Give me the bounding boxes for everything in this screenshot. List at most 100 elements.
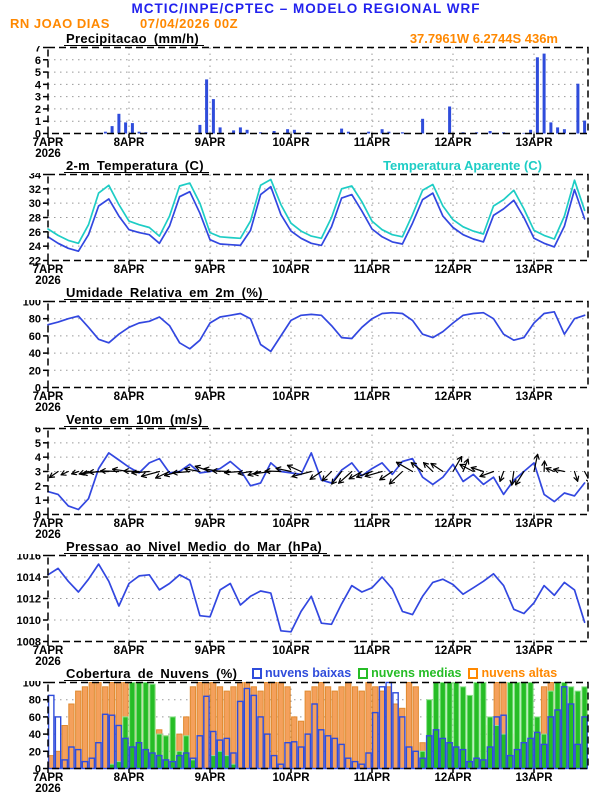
chart-temperature-title-row: 2-m Temperatura (C) Temperatura Aparente…	[0, 158, 612, 173]
svg-text:60: 60	[29, 712, 41, 724]
svg-text:10APR: 10APR	[272, 264, 310, 276]
svg-text:2026: 2026	[35, 529, 61, 539]
cloud-legend: nuvens baixas nuvens medias nuvens altas	[252, 666, 557, 680]
svg-text:12APR: 12APR	[434, 391, 472, 403]
svg-text:1: 1	[35, 116, 41, 128]
svg-text:11APR: 11APR	[354, 264, 391, 276]
svg-text:10APR: 10APR	[272, 645, 310, 657]
svg-text:12APR: 12APR	[434, 772, 472, 784]
svg-text:32: 32	[29, 184, 41, 196]
svg-text:13APR: 13APR	[515, 772, 553, 784]
svg-text:2026: 2026	[35, 402, 61, 412]
svg-text:1010: 1010	[17, 615, 41, 627]
svg-text:2026: 2026	[35, 275, 61, 285]
svg-text:9APR: 9APR	[195, 772, 226, 784]
svg-text:100: 100	[23, 681, 41, 690]
svg-text:10APR: 10APR	[272, 137, 310, 149]
svg-text:9APR: 9APR	[195, 391, 226, 403]
svg-text:9APR: 9APR	[195, 137, 226, 149]
chart-pressure: Pressao ao Nivel Medio do Mar (hPa) 1008…	[0, 539, 612, 666]
chart-humidity-title-row: Umidade Relativa em 2m (%)	[0, 285, 612, 300]
run-datetime: 07/04/2026 00Z	[140, 16, 238, 31]
legend-label-medias: nuvens medias	[371, 666, 461, 680]
svg-text:2: 2	[35, 104, 41, 116]
chart-title: Vento em 10m (m/s)	[64, 412, 208, 427]
svg-text:10APR: 10APR	[272, 391, 310, 403]
run-info-row: RN JOAO DIAS 07/04/2026 00Z	[0, 16, 612, 31]
chart-title: 2-m Temperatura (C)	[64, 158, 209, 173]
axis-ticks	[43, 302, 534, 393]
svg-text:13APR: 13APR	[515, 264, 553, 276]
svg-text:13APR: 13APR	[515, 137, 553, 149]
svg-text:30: 30	[29, 198, 41, 210]
svg-text:11APR: 11APR	[354, 518, 391, 530]
svg-text:28: 28	[29, 213, 41, 225]
legend-swatch-baixas	[252, 668, 262, 679]
svg-text:3: 3	[35, 467, 41, 479]
svg-text:4: 4	[35, 452, 42, 464]
svg-text:6: 6	[35, 427, 41, 436]
svg-text:8APR: 8APR	[114, 518, 145, 530]
chart-pressure-title-row: Pressao ao Nivel Medio do Mar (hPa)	[0, 539, 612, 554]
gridlines	[48, 48, 588, 134]
svg-text:40: 40	[29, 729, 41, 741]
svg-text:80: 80	[29, 314, 41, 326]
legend-item-altas: nuvens altas	[468, 666, 557, 680]
svg-text:8APR: 8APR	[114, 264, 145, 276]
chart-precipitation: Precipitacao (mm/h) 37.7961W 6.2744S 436…	[0, 31, 612, 158]
chart-precipitation-title-row: Precipitacao (mm/h) 37.7961W 6.2744S 436…	[0, 31, 612, 46]
svg-text:11APR: 11APR	[354, 137, 391, 149]
svg-text:8APR: 8APR	[114, 772, 145, 784]
svg-text:12APR: 12APR	[434, 264, 472, 276]
svg-text:8APR: 8APR	[114, 645, 145, 657]
svg-text:60: 60	[29, 331, 41, 343]
chart-title: Umidade Relativa em 2m (%)	[64, 285, 268, 300]
svg-text:4: 4	[35, 79, 42, 91]
svg-text:20: 20	[29, 365, 41, 377]
svg-text:13APR: 13APR	[515, 391, 553, 403]
svg-text:1: 1	[35, 495, 41, 507]
svg-text:2026: 2026	[35, 656, 61, 666]
precip-bars	[104, 54, 586, 134]
svg-text:11APR: 11APR	[354, 772, 391, 784]
series-vento-10m	[48, 453, 585, 510]
chart-wind-title-row: Vento em 10m (m/s)	[0, 412, 612, 427]
model-title: MCTIC/INPE/CPTEC – MODELO REGIONAL WRF	[0, 0, 612, 16]
svg-text:9APR: 9APR	[195, 264, 226, 276]
location-label: 37.7961W 6.2744S 436m	[410, 31, 558, 46]
station-name: RN JOAO DIAS	[10, 16, 110, 31]
svg-text:13APR: 13APR	[515, 518, 553, 530]
svg-text:8APR: 8APR	[114, 137, 145, 149]
axis-ticks	[43, 429, 534, 520]
legend-swatch-altas	[468, 668, 478, 679]
svg-text:11APR: 11APR	[354, 645, 391, 657]
svg-text:24: 24	[29, 241, 42, 253]
svg-text:10APR: 10APR	[272, 518, 310, 530]
svg-text:8APR: 8APR	[114, 391, 145, 403]
chart-title: Precipitacao (mm/h)	[64, 31, 204, 46]
svg-text:6: 6	[35, 55, 41, 67]
svg-text:1014: 1014	[17, 572, 42, 584]
svg-text:5: 5	[35, 67, 41, 79]
legend-label-baixas: nuvens baixas	[265, 666, 351, 680]
svg-text:100: 100	[23, 300, 41, 309]
svg-text:11APR: 11APR	[354, 391, 391, 403]
svg-text:7: 7	[35, 46, 41, 55]
legend-label-altas: nuvens altas	[481, 666, 557, 680]
svg-text:12APR: 12APR	[434, 645, 472, 657]
svg-text:40: 40	[29, 348, 41, 360]
svg-text:80: 80	[29, 695, 41, 707]
series-pressao	[48, 564, 585, 632]
gridlines	[48, 175, 588, 261]
gridlines	[48, 556, 588, 642]
